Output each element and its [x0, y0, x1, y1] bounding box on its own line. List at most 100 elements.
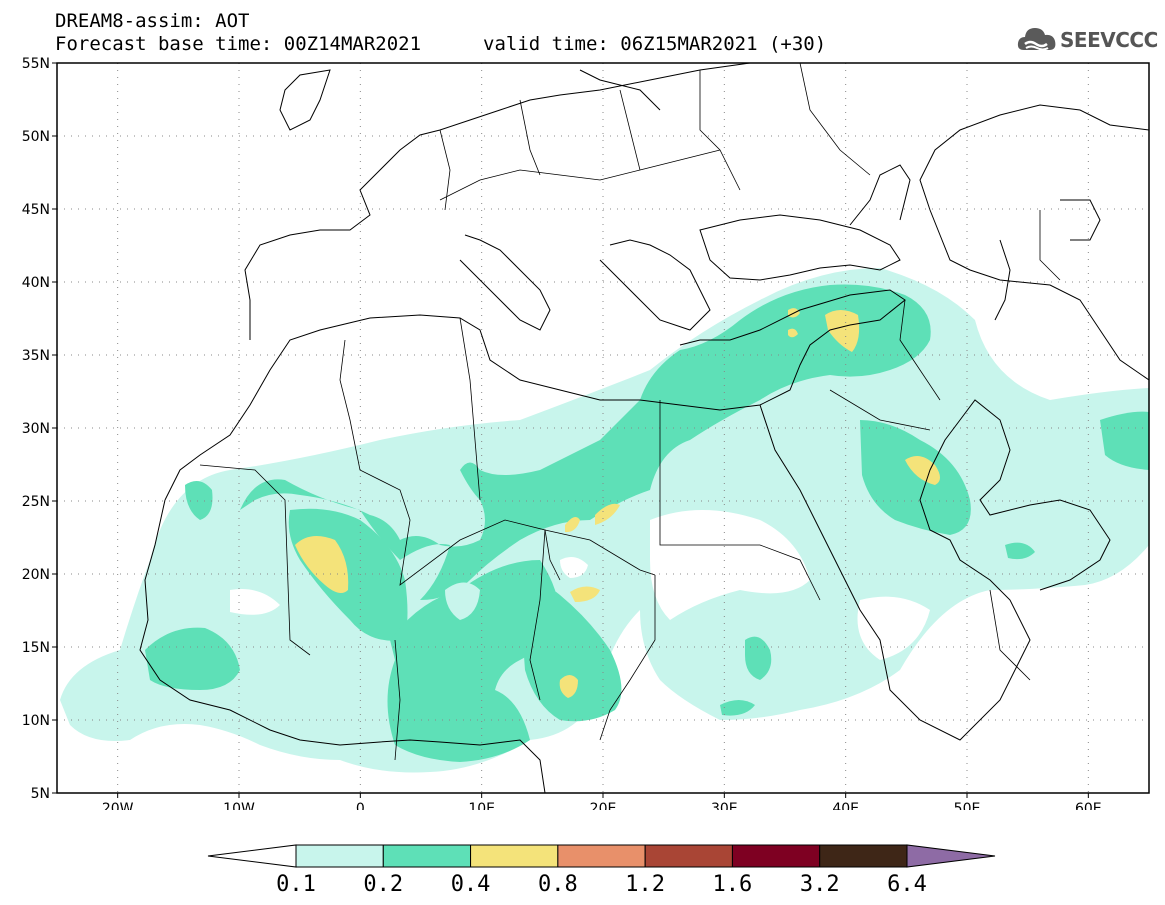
lon-label: 30E — [711, 801, 738, 810]
aot-band-0.2 — [520, 588, 622, 722]
border — [989, 589, 1031, 681]
lon-label: 10E — [468, 801, 495, 810]
colorbar-box — [819, 844, 908, 868]
border — [899, 299, 941, 401]
aot-band-0.4 — [559, 675, 578, 698]
aot-band-0.2 — [240, 284, 931, 600]
border — [699, 70, 741, 191]
coastline — [459, 234, 551, 331]
lat-label: 55N — [22, 56, 50, 72]
colorbar-box — [295, 844, 384, 868]
colorbar-labels: 0.1 0.2 0.4 0.8 1.2 1.6 3.2 6.4 — [276, 872, 927, 897]
border — [829, 389, 931, 431]
lon-label: 10W — [223, 801, 255, 810]
aot-band-0.2 — [387, 560, 560, 762]
lon-label: 40E — [832, 801, 859, 810]
aot-gap — [230, 589, 280, 615]
cloud-icon — [1017, 28, 1056, 51]
border — [529, 529, 546, 701]
border — [339, 339, 561, 586]
colorbar-box — [731, 844, 821, 868]
map-gridlines: 55N 50N 45N 40N 35N 30N 25N 20N 15N 10N 5N 20W 10W 0 1… — [22, 56, 1149, 810]
aot-gap — [857, 596, 930, 660]
aot-band-0.2 — [1005, 542, 1035, 560]
colorbar-box — [470, 844, 559, 868]
aot-gap — [560, 556, 588, 578]
lat-label: 15N — [22, 640, 50, 656]
colorbar-arrow-low — [207, 844, 297, 868]
colorbar-label: 0.1 — [276, 872, 316, 897]
border — [619, 89, 641, 171]
lat-label: 50N — [22, 129, 50, 145]
colorbar-box — [557, 844, 646, 868]
colorbar-box — [382, 844, 472, 868]
colorbar-label: 0.4 — [451, 872, 491, 897]
border — [659, 400, 760, 546]
aot-gap — [650, 510, 810, 620]
coastline — [599, 239, 711, 331]
border — [439, 149, 721, 201]
aot-band-0.4 — [570, 586, 600, 602]
map-frame — [56, 62, 1150, 794]
border — [439, 129, 451, 211]
aot-map: 55N 50N 45N 40N 35N 30N 25N 20N 15N 10N 5N 20W 10W 0 1… — [22, 56, 1150, 810]
aot-gap — [445, 582, 480, 620]
lat-label: 35N — [22, 348, 50, 364]
coastline — [919, 104, 1149, 381]
border — [519, 99, 541, 176]
border — [1039, 210, 1061, 281]
border — [544, 529, 656, 576]
lat-label: 5N — [31, 786, 50, 802]
aot-band-0.4 — [565, 516, 580, 533]
coastline — [579, 69, 661, 111]
aot-band-0.2 — [860, 420, 971, 535]
lat-label: 30N — [22, 421, 50, 437]
aot-band-0.2 — [1100, 411, 1149, 470]
colorbar-label: 0.8 — [538, 872, 578, 897]
colorbar-label: 0.2 — [363, 872, 403, 897]
aot-band-0.4 — [905, 456, 940, 485]
coastline — [759, 399, 1111, 741]
coastline — [1060, 199, 1101, 241]
border — [459, 317, 481, 501]
colorbar-label: 3.2 — [800, 872, 840, 897]
border — [199, 464, 311, 656]
border — [599, 575, 656, 741]
seevccc-logo: SEEVCCC — [1016, 22, 1158, 56]
colorbar-label: 6.4 — [887, 872, 927, 897]
aot-band-0.4 — [825, 310, 860, 352]
border — [394, 639, 401, 761]
lon-label: 60E — [1075, 801, 1102, 810]
lon-label: 20W — [102, 801, 134, 810]
colorbar-boxes — [207, 844, 996, 868]
colorbar-label: 1.6 — [713, 872, 753, 897]
valid-time: valid time: 06Z15MAR2021 (+30) — [483, 33, 827, 55]
aot-band-0.2 — [185, 481, 213, 520]
country-borders — [199, 63, 1061, 761]
base-time: Forecast base time: 00Z14MAR2021 — [55, 33, 422, 55]
aot-band-0.4 — [595, 503, 620, 525]
coastline — [139, 499, 546, 793]
lat-label: 20N — [22, 567, 50, 583]
coastline — [279, 69, 331, 131]
aot-band-0.4 — [295, 536, 349, 594]
lat-label: 45N — [22, 202, 50, 218]
border — [759, 544, 821, 601]
lat-label: 40N — [22, 275, 50, 291]
coastlines — [139, 63, 1149, 793]
aot-shading — [60, 268, 1149, 773]
colorbar-label: 1.2 — [625, 872, 665, 897]
aot-band-0.4 — [788, 328, 798, 338]
lon-label: 50E — [954, 801, 981, 810]
lon-label: 0 — [356, 801, 365, 810]
map-title: DREAM8-assim: AOT — [55, 10, 250, 32]
lat-label: 25N — [22, 494, 50, 510]
coastline — [849, 164, 911, 226]
coastline — [994, 239, 1011, 321]
colorbar-arrow-high — [906, 844, 996, 868]
coastline — [699, 214, 901, 281]
logo-text: SEEVCCC — [1060, 28, 1158, 52]
border — [799, 63, 871, 176]
aot-band-0.2 — [145, 627, 240, 690]
lat-label: 10N — [22, 713, 50, 729]
